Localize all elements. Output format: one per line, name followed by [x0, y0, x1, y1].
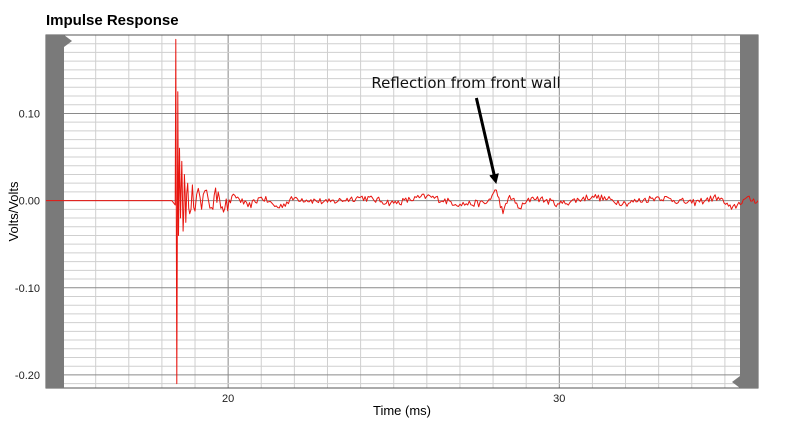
annotation-text: Reflection from front wall: [371, 74, 560, 92]
right-gate-arrow-icon[interactable]: [732, 376, 740, 388]
left-gate-handle[interactable]: [46, 35, 64, 388]
y-tick-label: 0.00: [19, 196, 40, 208]
y-axis-label: Volts/Volts: [6, 181, 21, 241]
left-gate-arrow-icon[interactable]: [64, 35, 72, 47]
annotation-arrow: [474, 97, 499, 185]
chart-title: Impulse Response: [46, 12, 179, 29]
right-gate-handle[interactable]: [740, 35, 758, 388]
y-tick-label: -0.10: [15, 283, 40, 295]
x-tick-label: 20: [222, 393, 234, 405]
x-axis-label: Time (ms): [373, 403, 431, 418]
y-tick-label: 0.10: [19, 108, 40, 120]
y-tick-label: -0.20: [15, 370, 40, 382]
x-tick-label: 30: [553, 393, 565, 405]
impulse-response-line: [46, 38, 759, 385]
